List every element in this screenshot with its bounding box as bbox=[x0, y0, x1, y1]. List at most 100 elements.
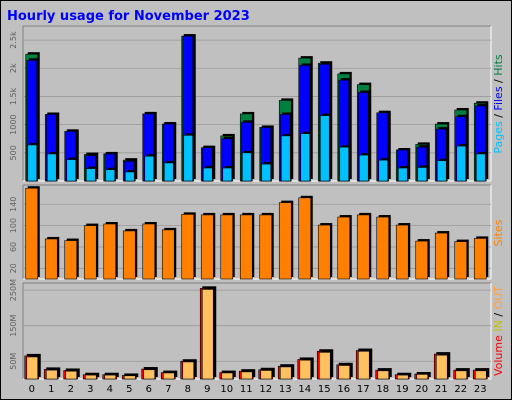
pages-bar-face bbox=[319, 115, 330, 182]
x-tick-label: 18 bbox=[376, 384, 389, 395]
sites-bar bbox=[434, 231, 450, 280]
sites-bar bbox=[44, 236, 60, 280]
x-tick-label: 14 bbox=[298, 384, 311, 395]
volume-out-bar-face bbox=[84, 374, 97, 380]
panel-volume bbox=[22, 282, 492, 380]
panel-hits-files-pages-bg bbox=[23, 26, 491, 181]
pages-bar-face bbox=[163, 162, 174, 182]
panel-sites-ytick-label: 20 bbox=[9, 263, 18, 273]
pages-bar-face bbox=[417, 167, 428, 182]
x-tick-label: 19 bbox=[396, 384, 409, 395]
pages-bar bbox=[124, 169, 137, 182]
volume-out-bar-face bbox=[377, 370, 390, 380]
pages-bar bbox=[85, 166, 98, 182]
sites-bar-face bbox=[181, 214, 195, 280]
x-tick-label: 15 bbox=[318, 384, 331, 395]
sites-bar-face bbox=[25, 187, 39, 280]
x-tick-label: 11 bbox=[240, 384, 253, 395]
volume-out-bar bbox=[357, 349, 372, 380]
x-tick-label: 16 bbox=[337, 384, 350, 395]
pages-bar bbox=[475, 151, 488, 182]
sites-bar-face bbox=[220, 214, 234, 280]
legend-sites-part: Sites bbox=[492, 219, 505, 246]
x-tick-label: 9 bbox=[204, 384, 210, 395]
panel-sites-ytick-label: 60 bbox=[9, 242, 18, 252]
sites-bar bbox=[356, 212, 372, 280]
volume-out-bar bbox=[221, 370, 235, 380]
pages-bar-face bbox=[261, 163, 272, 182]
volume-out-bar bbox=[104, 373, 118, 380]
sites-bar-face bbox=[122, 230, 136, 280]
volume-out-bar-face bbox=[396, 374, 409, 380]
pages-bar-face bbox=[202, 167, 213, 182]
sites-bar bbox=[161, 227, 177, 280]
volume-out-bar bbox=[416, 372, 430, 380]
pages-bar bbox=[339, 145, 351, 182]
legend-pages-files-hits-part: Hits bbox=[492, 54, 505, 76]
sites-bar bbox=[298, 195, 313, 280]
sites-bar-face bbox=[395, 224, 409, 280]
legend-pages-files-hits-part: Pages bbox=[492, 121, 505, 154]
sites-bar bbox=[395, 223, 411, 280]
volume-out-bar-face bbox=[240, 371, 253, 380]
pages-bar-face bbox=[280, 135, 291, 182]
volume-out-bar bbox=[455, 368, 469, 380]
x-tick-label: 7 bbox=[165, 384, 171, 395]
volume-out-bar-face bbox=[26, 356, 39, 380]
volume-out-bar bbox=[45, 368, 60, 380]
pages-bar-face bbox=[105, 169, 116, 182]
pages-bar-face bbox=[436, 160, 447, 182]
pages-bar bbox=[456, 144, 468, 182]
sites-bar bbox=[64, 238, 79, 280]
legend-volume-part: / bbox=[492, 309, 505, 320]
sites-bar bbox=[239, 212, 255, 280]
pages-bar-face bbox=[183, 135, 194, 182]
pages-bar bbox=[144, 154, 156, 182]
volume-out-bar-face bbox=[318, 352, 331, 380]
sites-bar bbox=[454, 239, 469, 280]
pages-bar bbox=[300, 131, 312, 182]
sites-bar-face bbox=[200, 214, 214, 280]
sites-bar-face bbox=[44, 238, 58, 280]
volume-out-bar bbox=[396, 373, 411, 380]
sites-bar-face bbox=[337, 216, 351, 280]
x-tick-label: 20 bbox=[415, 384, 428, 395]
sites-bar-face bbox=[356, 214, 370, 280]
sites-bar-face bbox=[103, 223, 117, 280]
sites-bar bbox=[473, 236, 489, 280]
legend-volume: Volume IN / OUT bbox=[492, 286, 505, 376]
x-tick-label: 3 bbox=[87, 384, 93, 395]
pages-bar-face bbox=[85, 168, 96, 182]
sites-bar-face bbox=[142, 223, 156, 280]
sites-bar bbox=[83, 223, 99, 280]
sites-bar-face bbox=[239, 214, 253, 280]
legend-sites: Sites bbox=[492, 219, 505, 246]
x-tick-label: 12 bbox=[259, 384, 272, 395]
sites-bar-face bbox=[64, 240, 78, 280]
pages-bar-face bbox=[339, 146, 350, 182]
pages-bar-face bbox=[46, 153, 57, 182]
pages-bar bbox=[319, 113, 332, 182]
volume-out-bar-face bbox=[162, 372, 175, 380]
volume-out-bar-face bbox=[123, 375, 136, 380]
volume-out-bar bbox=[260, 368, 274, 380]
x-tick-label: 13 bbox=[279, 384, 292, 395]
panel-sites-bg bbox=[23, 185, 491, 279]
sites-bar bbox=[122, 228, 138, 280]
volume-out-bar-face bbox=[260, 370, 273, 380]
panel-volume-ytick-label: 150M bbox=[9, 314, 18, 336]
x-tick-label: 4 bbox=[107, 384, 113, 395]
chart-title: Hourly usage for November 2023 bbox=[7, 9, 250, 24]
pages-bar bbox=[280, 133, 293, 182]
pages-bar bbox=[436, 158, 449, 182]
x-tick-label: 22 bbox=[454, 384, 467, 395]
x-tick-label: 10 bbox=[220, 384, 233, 395]
volume-out-bar bbox=[143, 367, 157, 380]
pages-bar bbox=[27, 142, 39, 182]
panel-hits-files-pages bbox=[22, 25, 492, 182]
sites-bar-face bbox=[278, 202, 292, 280]
pages-bar bbox=[202, 166, 215, 182]
sites-bar-face bbox=[376, 216, 390, 280]
volume-out-bar-face bbox=[416, 374, 429, 380]
